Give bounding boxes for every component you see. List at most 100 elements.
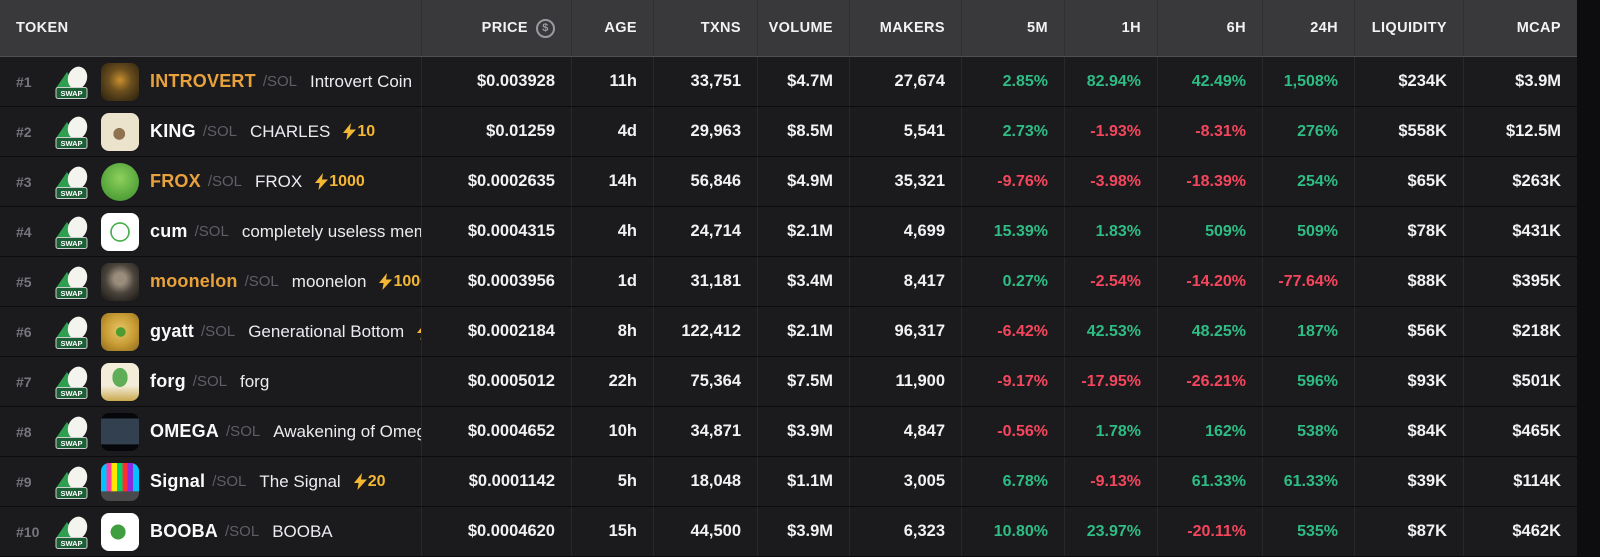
token-cell[interactable]: #8 SWAP OMEGA /SOL Awakening of Omega	[0, 407, 422, 456]
swap-dex-icon: SWAP	[55, 213, 90, 251]
token-cell[interactable]: #10 SWAP BOOBA /SOL BOOBA	[0, 507, 422, 556]
column-header-1h[interactable]: 1H	[1065, 0, 1158, 56]
token-avatar	[101, 512, 139, 551]
column-header-label: PRICE	[481, 20, 528, 36]
token-row[interactable]: #8 SWAP OMEGA /SOL Awakening of Omega $0…	[0, 407, 1577, 457]
volume-cell: $2.1M	[758, 307, 850, 356]
rank-label: #5	[16, 273, 32, 290]
column-header-label: 24H	[1310, 20, 1338, 36]
token-cell[interactable]: #4 SWAP cum /SOL completely useless mem …	[0, 207, 422, 256]
token-symbol: OMEGA	[150, 421, 220, 441]
token-chain: /SOL	[207, 173, 242, 190]
token-name: BOOBA	[272, 521, 333, 541]
makers-cell: 5,541	[850, 107, 962, 156]
column-header-age[interactable]: AGE	[572, 0, 654, 56]
boost-badge[interactable]: 1000	[315, 173, 365, 191]
age-cell: 15h	[572, 507, 654, 556]
rank-label: #4	[16, 223, 32, 240]
column-header-6h[interactable]: 6H	[1158, 0, 1263, 56]
column-header-token[interactable]: TOKEN	[0, 0, 422, 56]
token-avatar	[101, 112, 139, 151]
age-cell: 8h	[572, 307, 654, 356]
change-1h-cell: 1.83%	[1065, 207, 1158, 256]
token-chain: /SOL	[226, 423, 261, 440]
makers-cell: 8,417	[850, 257, 962, 306]
price-cell: $0.0004620	[422, 507, 572, 556]
lightning-bolt-icon	[343, 123, 357, 140]
age-cell: 11h	[572, 57, 654, 106]
token-cell[interactable]: #6 SWAP gyatt /SOL Generational Bottom 5…	[0, 307, 422, 356]
token-avatar	[101, 212, 139, 251]
boost-count: 1000	[329, 172, 365, 190]
boost-badge[interactable]: 20	[353, 473, 385, 491]
column-header-label: MAKERS	[879, 20, 945, 36]
token-cell[interactable]: #1 SWAP INTROVERT /SOL Introvert Coin 10…	[0, 57, 422, 106]
token-cell[interactable]: #7 SWAP forg /SOL forg	[0, 357, 422, 406]
column-header-5m[interactable]: 5M	[962, 0, 1065, 56]
column-header-volume[interactable]: VOLUME	[758, 0, 850, 56]
liquidity-cell: $56K	[1355, 307, 1464, 356]
volume-cell: $4.7M	[758, 57, 850, 106]
token-chain: /SOL	[201, 323, 236, 340]
age-cell: 22h	[572, 357, 654, 406]
usd-currency-icon[interactable]: $	[536, 18, 555, 38]
liquidity-cell: $78K	[1355, 207, 1464, 256]
token-name: FROX	[255, 171, 303, 191]
change-24h-cell: 1,508%	[1263, 57, 1355, 106]
mcap-cell: $218K	[1512, 322, 1561, 340]
swap-dex-icon: SWAP	[55, 363, 90, 401]
token-avatar	[101, 162, 139, 201]
liquidity-cell: $93K	[1355, 357, 1464, 406]
column-header-24h[interactable]: 24H	[1263, 0, 1355, 56]
svg-text:SWAP: SWAP	[60, 439, 82, 448]
token-row[interactable]: #3 SWAP FROX /SOL FROX 1000 $0.0002635	[0, 157, 1577, 207]
token-row[interactable]: #1 SWAP INTROVERT /SOL Introvert Coin 10…	[0, 57, 1577, 107]
volume-cell: $7.5M	[758, 357, 850, 406]
change-24h-cell: 509%	[1263, 207, 1355, 256]
column-header-mcap[interactable]: MCAP	[1464, 0, 1577, 56]
token-cell[interactable]: #5 SWAP moonelon /SOL moonelon 1000	[0, 257, 422, 306]
token-cell[interactable]: #9 SWAP Signal /SOL The Signal 20	[0, 457, 422, 506]
token-cell[interactable]: #3 SWAP FROX /SOL FROX 1000	[0, 157, 422, 206]
rank-label: #3	[16, 173, 32, 190]
svg-text:SWAP: SWAP	[60, 89, 82, 98]
token-name: CHARLES	[250, 121, 331, 141]
column-header-price[interactable]: PRICE $	[422, 0, 572, 56]
token-row[interactable]: #6 SWAP gyatt /SOL Generational Bottom 5…	[0, 307, 1577, 357]
scrollbar-track[interactable]	[1577, 0, 1600, 557]
age-cell: 14h	[572, 157, 654, 206]
token-row[interactable]: #5 SWAP moonelon /SOL moonelon 1000 $0.0	[0, 257, 1577, 307]
token-row[interactable]: #7 SWAP forg /SOL forg $0.0005012 22h 75…	[0, 357, 1577, 407]
txns-cell: 44,500	[654, 507, 758, 556]
swap-dex-icon: SWAP	[55, 313, 90, 351]
token-row[interactable]: #4 SWAP cum /SOL completely useless mem …	[0, 207, 1577, 257]
column-header-txns[interactable]: TXNS	[654, 0, 758, 56]
token-chain: /SOL	[225, 523, 260, 540]
age-cell: 4d	[572, 107, 654, 156]
svg-text:SWAP: SWAP	[60, 189, 82, 198]
token-row[interactable]: #2 SWAP KING /SOL CHARLES 10 $0.01259	[0, 107, 1577, 157]
makers-cell: 27,674	[850, 57, 962, 106]
token-row[interactable]: #10 SWAP BOOBA /SOL BOOBA $0.0004620 15h…	[0, 507, 1577, 557]
change-1h-cell: -1.93%	[1065, 107, 1158, 156]
token-symbol: cum	[150, 221, 188, 241]
liquidity-cell: $87K	[1355, 507, 1464, 556]
token-avatar	[101, 262, 139, 301]
token-symbol: BOOBA	[150, 521, 218, 541]
change-24h-cell: 276%	[1263, 107, 1355, 156]
token-cell[interactable]: #2 SWAP KING /SOL CHARLES 10	[0, 107, 422, 156]
txns-cell: 29,963	[654, 107, 758, 156]
column-header-makers[interactable]: MAKERS	[850, 0, 962, 56]
boost-badge[interactable]: 10	[343, 123, 375, 141]
boost-badge[interactable]: 50	[417, 323, 421, 341]
token-row[interactable]: #9 SWAP Signal /SOL The Signal 20 $0.000	[0, 457, 1577, 507]
age-cell: 10h	[572, 407, 654, 456]
column-header-label: VOLUME	[768, 20, 833, 36]
lightning-bolt-icon	[315, 173, 329, 190]
change-24h-cell: -77.64%	[1263, 257, 1355, 306]
column-header-label: TOKEN	[16, 20, 69, 36]
change-1h-cell: -3.98%	[1065, 157, 1158, 206]
makers-cell: 4,699	[850, 207, 962, 256]
boost-badge[interactable]: 1000	[379, 273, 421, 291]
column-header-liquidity[interactable]: LIQUIDITY	[1355, 0, 1464, 56]
